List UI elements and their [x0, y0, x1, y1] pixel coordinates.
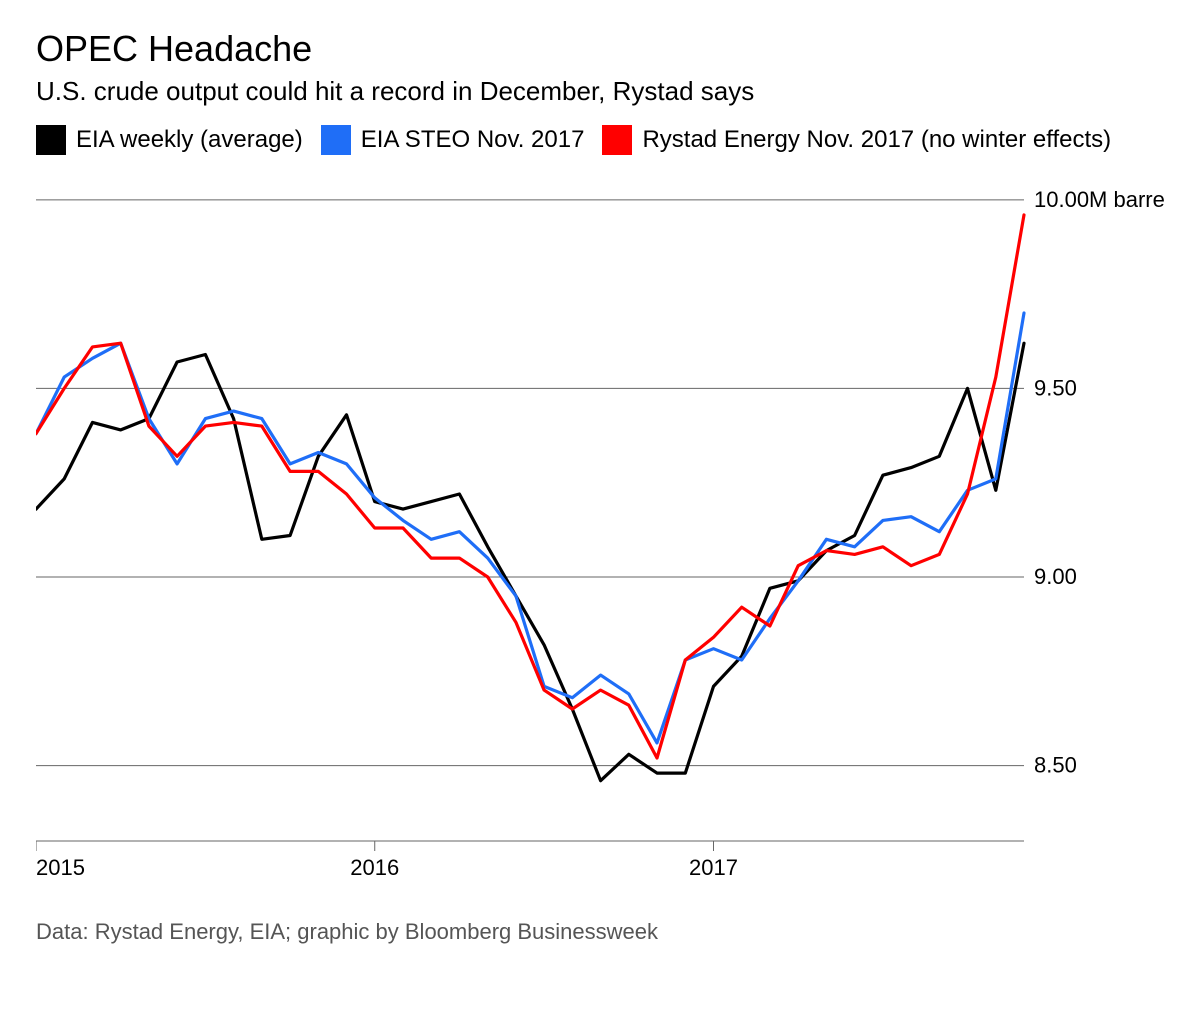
- y-tick-label: 9.00: [1034, 564, 1077, 589]
- series-line: [36, 313, 1024, 743]
- x-tick-label: 2017: [689, 855, 738, 880]
- chart-subtitle: U.S. crude output could hit a record in …: [36, 76, 1164, 107]
- chart-svg: 8.50 9.00 9.50 10.00M barrels a day 2015 2016…: [36, 181, 1164, 901]
- legend-item-1: EIA STEO Nov. 2017: [321, 125, 585, 155]
- series-line: [36, 215, 1024, 758]
- legend-swatch-2: [602, 125, 632, 155]
- legend-item-2: Rystad Energy Nov. 2017 (no winter effec…: [602, 125, 1111, 155]
- chart-container: OPEC Headache U.S. crude output could hi…: [0, 0, 1200, 1016]
- chart-source: Data: Rystad Energy, EIA; graphic by Blo…: [36, 919, 1164, 945]
- legend-label-2: Rystad Energy Nov. 2017 (no winter effec…: [642, 126, 1111, 154]
- legend-swatch-1: [321, 125, 351, 155]
- legend-item-0: EIA weekly (average): [36, 125, 303, 155]
- chart-plot-area: 8.50 9.00 9.50 10.00M barrels a day 2015 2016…: [36, 181, 1164, 901]
- series-line: [36, 343, 1024, 781]
- x-tick-label: 2015: [36, 855, 85, 880]
- chart-title: OPEC Headache: [36, 28, 1164, 70]
- legend: EIA weekly (average) EIA STEO Nov. 2017 …: [36, 125, 1164, 155]
- x-tick-label: 2016: [350, 855, 399, 880]
- y-tick-label: 9.50: [1034, 375, 1077, 400]
- legend-label-1: EIA STEO Nov. 2017: [361, 126, 585, 154]
- y-tick-label: 8.50: [1034, 753, 1077, 778]
- legend-label-0: EIA weekly (average): [76, 126, 303, 154]
- legend-swatch-0: [36, 125, 66, 155]
- y-tick-label: 10.00M barrels a day: [1034, 187, 1164, 212]
